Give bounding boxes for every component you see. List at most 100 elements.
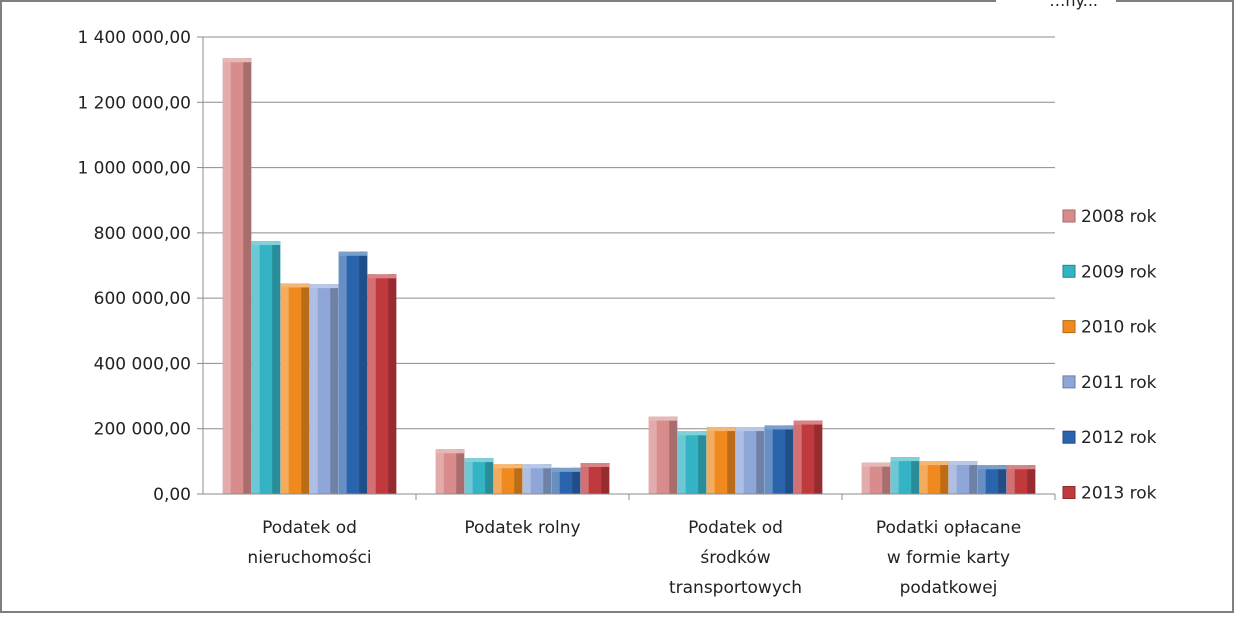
bar — [580, 462, 610, 494]
y-tick-label: 0,00 — [153, 485, 191, 505]
y-tick-label: 1 400 000,00 — [77, 28, 191, 48]
bar — [919, 461, 949, 494]
x-category-label: Podatek od — [262, 518, 357, 538]
bar-highlight — [648, 416, 657, 494]
bar-top — [338, 251, 368, 256]
bar-highlight — [522, 464, 531, 494]
x-category-label: środków — [700, 548, 770, 568]
bar — [977, 465, 1007, 494]
bar-shadow — [272, 241, 281, 494]
bar — [793, 420, 823, 494]
bar-shadow — [301, 283, 310, 494]
bar-shadow — [814, 420, 823, 494]
legend-item: 2009 rok — [1062, 262, 1157, 282]
legend-label: 2013 rok — [1081, 484, 1157, 504]
bar-highlight — [580, 462, 589, 494]
legend-item: 2013 rok — [1062, 484, 1157, 504]
bar-highlight — [222, 58, 231, 494]
bar — [338, 251, 368, 494]
y-tick-label: 400 000,00 — [94, 354, 191, 374]
legend-label: 2008 rok — [1081, 207, 1157, 227]
bar-shadow — [514, 464, 523, 494]
bar-top — [919, 461, 949, 466]
bar-highlight — [735, 427, 744, 494]
bar — [764, 425, 794, 494]
bar — [251, 241, 281, 494]
bar-top — [493, 464, 523, 469]
bar-shadow — [969, 461, 978, 494]
bar — [890, 457, 920, 494]
bar-highlight — [861, 462, 870, 494]
bar — [1006, 465, 1036, 494]
corner-mask — [996, 0, 1116, 8]
bar-highlight — [338, 251, 347, 494]
bar-top — [948, 461, 978, 466]
bar-shadow — [485, 458, 494, 494]
legend-swatch — [1062, 430, 1076, 444]
bar — [861, 462, 891, 494]
y-tick-label: 1 200 000,00 — [77, 93, 191, 113]
bar-shadow — [785, 425, 794, 494]
legend-label: 2011 rok — [1081, 373, 1157, 393]
corner-text: …ny... — [1049, 0, 1098, 10]
bar-highlight — [1006, 465, 1015, 494]
bar — [309, 284, 339, 494]
x-category-label: Podatek rolny — [464, 518, 580, 538]
bar-shadow — [456, 449, 465, 494]
bar-highlight — [493, 464, 502, 494]
legend-swatch — [1062, 264, 1076, 278]
bar-highlight — [677, 431, 686, 494]
legend-swatch — [1062, 375, 1076, 389]
bar-highlight — [464, 458, 473, 494]
x-category-label: nieruchomości — [247, 548, 371, 568]
bar-highlight — [251, 241, 260, 494]
bar-highlight — [919, 461, 928, 494]
bar-top — [890, 457, 920, 462]
bar-top — [435, 449, 465, 454]
bar-highlight — [309, 284, 318, 494]
x-category-label: Podatki opłacane — [876, 518, 1021, 538]
bar-top — [551, 467, 581, 472]
bar-top — [522, 464, 552, 469]
bar-shadow — [243, 58, 252, 494]
bar — [648, 416, 678, 494]
bar-highlight — [706, 427, 715, 494]
x-category-label: Podatek od — [688, 518, 783, 538]
bar-highlight — [890, 457, 899, 494]
bar-shadow — [330, 284, 339, 494]
bar-highlight — [367, 274, 376, 494]
bar-top — [464, 458, 494, 463]
bar-shadow — [882, 462, 891, 494]
bar — [551, 467, 581, 494]
bar-highlight — [280, 283, 289, 494]
bar-highlight — [948, 461, 957, 494]
bar-shadow — [601, 462, 610, 494]
bar — [735, 427, 765, 494]
bar — [677, 431, 707, 494]
legend-item: 2008 rok — [1062, 207, 1157, 227]
bar-highlight — [435, 449, 444, 494]
bar-shadow — [543, 464, 552, 494]
legend-label: 2009 rok — [1081, 262, 1157, 282]
bar-top — [706, 427, 736, 432]
bar-top — [309, 284, 339, 289]
bar-top — [861, 462, 891, 467]
legend-label: 2010 rok — [1081, 318, 1157, 338]
bar — [493, 464, 523, 494]
bar-top — [1006, 465, 1036, 470]
bar-shadow — [388, 274, 397, 494]
bar-shadow — [940, 461, 949, 494]
bar-shadow — [359, 251, 368, 494]
legend-item: 2011 rok — [1062, 373, 1157, 393]
bar-highlight — [793, 420, 802, 494]
bar-top — [251, 241, 281, 246]
bar-top — [977, 465, 1007, 470]
bar-shadow — [911, 457, 920, 494]
bar-shadow — [1027, 465, 1036, 494]
legend-item: 2010 rok — [1062, 318, 1157, 338]
bar-top — [367, 274, 397, 279]
bar-top — [580, 462, 610, 467]
x-category-label: podatkowej — [900, 578, 998, 598]
